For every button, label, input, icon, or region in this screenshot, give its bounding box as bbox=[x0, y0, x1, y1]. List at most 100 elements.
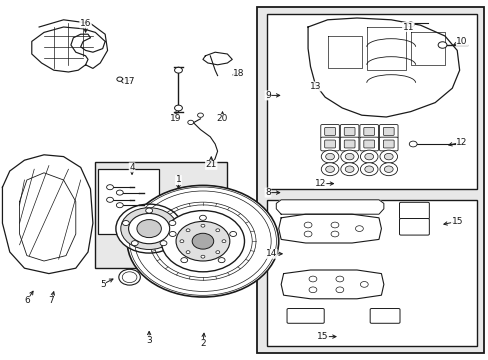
Circle shape bbox=[106, 185, 113, 190]
Circle shape bbox=[308, 276, 316, 282]
Text: 21: 21 bbox=[205, 161, 217, 169]
FancyBboxPatch shape bbox=[399, 219, 428, 235]
Circle shape bbox=[121, 208, 177, 249]
Circle shape bbox=[122, 221, 129, 226]
Circle shape bbox=[201, 255, 204, 258]
Text: 17: 17 bbox=[123, 77, 135, 85]
Circle shape bbox=[360, 150, 377, 163]
Circle shape bbox=[199, 215, 206, 220]
Circle shape bbox=[145, 208, 152, 213]
Text: 4: 4 bbox=[129, 163, 135, 172]
Circle shape bbox=[116, 203, 123, 208]
Text: 1: 1 bbox=[175, 175, 181, 184]
Circle shape bbox=[117, 77, 122, 81]
Text: 14: 14 bbox=[265, 249, 277, 258]
Text: 20: 20 bbox=[216, 114, 228, 123]
Circle shape bbox=[215, 251, 219, 253]
Circle shape bbox=[186, 229, 190, 232]
Circle shape bbox=[321, 163, 338, 176]
FancyBboxPatch shape bbox=[324, 140, 335, 148]
Circle shape bbox=[384, 166, 392, 172]
FancyBboxPatch shape bbox=[363, 140, 374, 148]
Circle shape bbox=[197, 113, 203, 117]
Polygon shape bbox=[32, 20, 107, 72]
Text: 5: 5 bbox=[100, 280, 105, 289]
Polygon shape bbox=[278, 214, 381, 243]
Circle shape bbox=[335, 287, 343, 293]
Polygon shape bbox=[203, 52, 232, 65]
FancyBboxPatch shape bbox=[359, 137, 378, 151]
Circle shape bbox=[229, 231, 236, 237]
Circle shape bbox=[308, 287, 316, 293]
Text: 10: 10 bbox=[455, 37, 467, 46]
Circle shape bbox=[330, 231, 338, 237]
Text: 11: 11 bbox=[402, 22, 413, 31]
Circle shape bbox=[355, 226, 363, 231]
Circle shape bbox=[340, 150, 358, 163]
Circle shape bbox=[304, 231, 311, 237]
FancyBboxPatch shape bbox=[379, 137, 397, 151]
Bar bbox=[266, 14, 476, 189]
Circle shape bbox=[131, 240, 138, 246]
FancyBboxPatch shape bbox=[344, 140, 354, 148]
Circle shape bbox=[325, 153, 334, 160]
Circle shape bbox=[408, 141, 416, 147]
Circle shape bbox=[181, 258, 187, 263]
FancyBboxPatch shape bbox=[286, 309, 324, 323]
Circle shape bbox=[379, 150, 397, 163]
Circle shape bbox=[345, 153, 353, 160]
Polygon shape bbox=[276, 200, 383, 214]
Circle shape bbox=[379, 163, 397, 176]
FancyBboxPatch shape bbox=[369, 309, 399, 323]
Circle shape bbox=[137, 220, 161, 238]
Text: 2: 2 bbox=[200, 339, 205, 348]
Circle shape bbox=[169, 221, 176, 226]
Text: 9: 9 bbox=[264, 91, 270, 100]
Circle shape bbox=[122, 79, 127, 83]
Circle shape bbox=[360, 163, 377, 176]
Circle shape bbox=[364, 153, 373, 160]
Circle shape bbox=[321, 150, 338, 163]
Circle shape bbox=[180, 240, 183, 243]
Circle shape bbox=[161, 211, 244, 272]
Text: 15: 15 bbox=[316, 332, 328, 341]
Text: 12: 12 bbox=[314, 179, 325, 188]
Circle shape bbox=[169, 231, 176, 237]
Bar bbox=[95, 162, 227, 268]
Circle shape bbox=[116, 190, 123, 195]
FancyBboxPatch shape bbox=[324, 127, 335, 135]
Circle shape bbox=[174, 105, 182, 111]
FancyBboxPatch shape bbox=[383, 127, 393, 135]
Circle shape bbox=[325, 166, 334, 172]
Circle shape bbox=[160, 240, 166, 246]
Text: 3: 3 bbox=[146, 336, 152, 345]
Text: 18: 18 bbox=[232, 69, 244, 78]
Circle shape bbox=[215, 229, 219, 232]
Circle shape bbox=[304, 222, 311, 228]
FancyBboxPatch shape bbox=[340, 137, 358, 151]
Bar bbox=[256, 7, 483, 353]
FancyBboxPatch shape bbox=[344, 127, 354, 135]
Text: 6: 6 bbox=[24, 296, 30, 305]
Circle shape bbox=[201, 224, 204, 227]
Circle shape bbox=[186, 251, 190, 253]
Circle shape bbox=[174, 67, 182, 73]
FancyBboxPatch shape bbox=[379, 125, 397, 138]
FancyBboxPatch shape bbox=[383, 140, 393, 148]
Circle shape bbox=[330, 222, 338, 228]
Circle shape bbox=[222, 240, 225, 243]
Circle shape bbox=[437, 42, 446, 48]
FancyBboxPatch shape bbox=[340, 125, 358, 138]
Polygon shape bbox=[2, 155, 93, 274]
Text: 19: 19 bbox=[170, 114, 182, 123]
Text: 8: 8 bbox=[264, 188, 270, 197]
Text: 12: 12 bbox=[455, 138, 467, 147]
Circle shape bbox=[360, 282, 367, 287]
Circle shape bbox=[335, 276, 343, 282]
FancyBboxPatch shape bbox=[359, 125, 378, 138]
Circle shape bbox=[407, 22, 413, 27]
FancyBboxPatch shape bbox=[320, 125, 339, 138]
Bar bbox=[266, 200, 476, 346]
Circle shape bbox=[176, 221, 229, 261]
Circle shape bbox=[106, 197, 113, 202]
